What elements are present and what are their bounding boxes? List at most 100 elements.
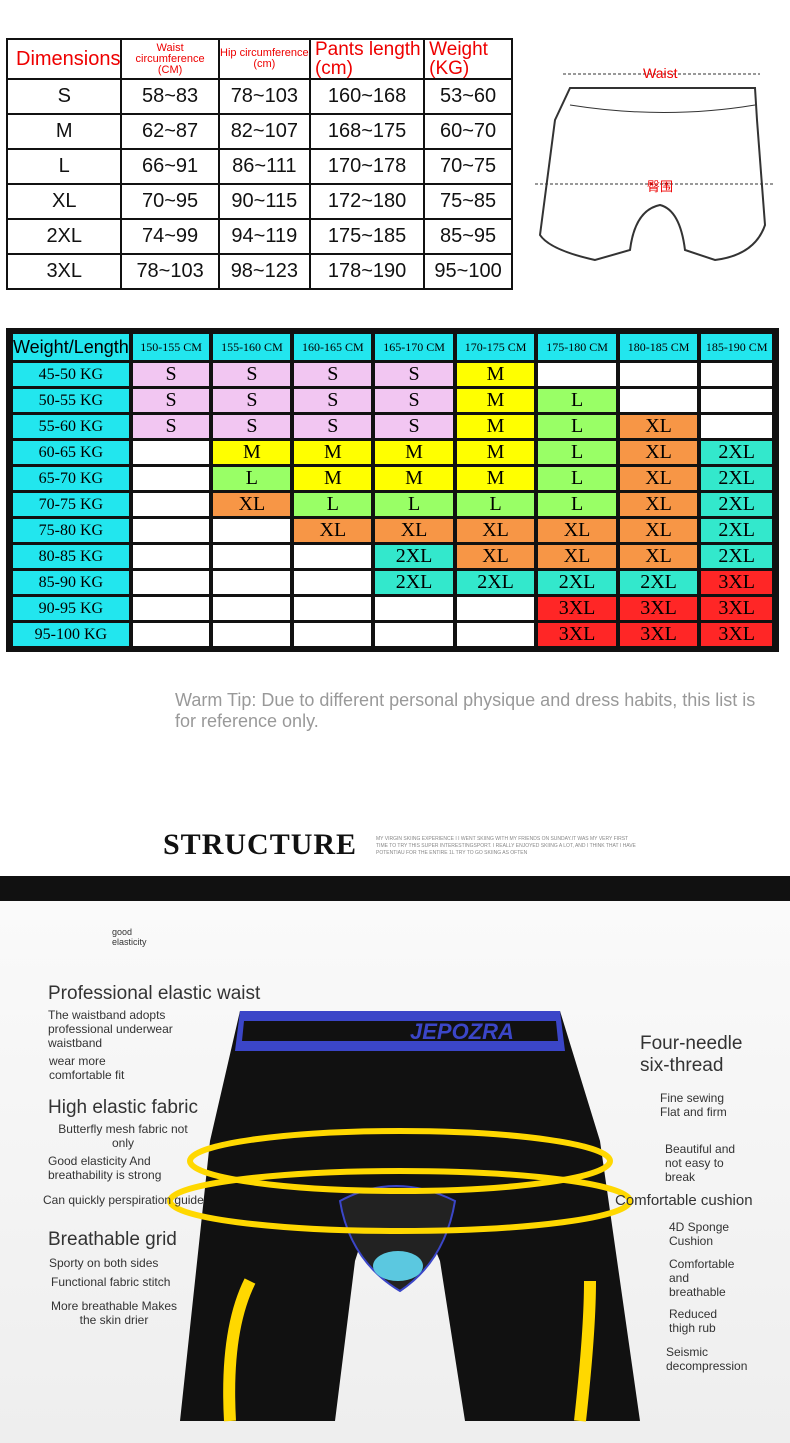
size-cell: 3XL [701, 571, 772, 594]
table-cell: 78~103 [120, 253, 220, 290]
hip-label: 臀围 [647, 179, 673, 194]
table-row: 65-70 KG L M M M L XL 2XL [13, 467, 772, 490]
size-cell: S [132, 415, 210, 438]
size-cell: 3XL [619, 597, 698, 620]
waist-desc-1: The waistband adopts professional underw… [48, 1008, 173, 1050]
size-cell: M [375, 441, 453, 464]
size-cell: 3XL [701, 597, 772, 620]
grid-desc-1: Sporty on both sides [49, 1256, 159, 1270]
table-cell: 58~83 [120, 78, 220, 115]
cushion-title: Comfortable cushion [615, 1192, 753, 1209]
length-header: 185-190 CM [701, 334, 772, 360]
cushion-desc-3: Reduced thigh rub [669, 1307, 718, 1335]
size-cell: XL [538, 519, 616, 542]
table-row: 50-55 KG S S S S M L [13, 389, 772, 412]
needle-desc-1: Fine sewing Flat and firm [660, 1091, 727, 1119]
table-cell: 82~107 [217, 113, 311, 150]
weight-header: 95-100 KG [13, 623, 129, 646]
size-cell: 2XL [701, 493, 772, 516]
size-cell [132, 623, 210, 646]
size-cell: 2XL [701, 545, 772, 568]
header-cell: Hip circumference (cm) [217, 38, 311, 80]
length-header: 155-160 CM [213, 334, 291, 360]
table-cell: 78~103 [217, 78, 311, 115]
header-row: Weight/Length 150-155 CM 155-160 CM 160-165… [13, 334, 772, 360]
weight-header: 75-80 KG [13, 519, 129, 542]
table-cell: 70~95 [120, 183, 220, 220]
needle-desc-2: Beautiful and not easy to break [665, 1142, 736, 1184]
size-cell [213, 597, 291, 620]
size-cell [294, 623, 372, 646]
size-cell [213, 571, 291, 594]
table-cell: 86~111 [217, 148, 311, 185]
table-cell: 85~95 [423, 218, 513, 255]
size-cell [701, 363, 772, 386]
table-row: XL 70~95 90~115 172~180 75~85 [5, 183, 513, 220]
size-cell: M [294, 467, 372, 490]
size-cell: 3XL [538, 597, 616, 620]
size-cell [132, 441, 210, 464]
size-cell: 2XL [701, 519, 772, 542]
size-cell [132, 545, 210, 568]
weight-header: 45-50 KG [13, 363, 129, 386]
size-cell: L [538, 441, 616, 464]
table-row: M 62~87 82~107 168~175 60~70 [5, 113, 513, 150]
size-cell [132, 571, 210, 594]
black-band [0, 876, 790, 901]
table-row: 75-80 KG XL XL XL XL XL 2XL [13, 519, 772, 542]
size-cell: XL [213, 493, 291, 516]
size-cell [619, 389, 698, 412]
brand-logo: JEPOZRA [410, 1019, 514, 1044]
weight-header: 50-55 KG [13, 389, 129, 412]
weight-header: 60-65 KG [13, 441, 129, 464]
weight-header: 85-90 KG [13, 571, 129, 594]
size-cell [294, 571, 372, 594]
waist-title: Professional elastic waist [48, 983, 261, 1004]
size-cell: 3XL [701, 623, 772, 646]
table-cell: 175~185 [308, 218, 426, 255]
size-cell: 2XL [619, 571, 698, 594]
size-cell: L [538, 389, 616, 412]
weight-header: 70-75 KG [13, 493, 129, 516]
size-cell: S [375, 389, 453, 412]
fabric-desc-1: Butterfly mesh fabric not only [58, 1122, 188, 1150]
length-header: 160-165 CM [294, 334, 372, 360]
header-cell: Waist circumference (CM) [120, 38, 220, 80]
length-header: 150-155 CM [132, 334, 210, 360]
table-cell: 98~123 [217, 253, 311, 290]
table-cell: 75~85 [423, 183, 513, 220]
table-cell: 74~99 [120, 218, 220, 255]
size-cell: S [375, 363, 453, 386]
structure-desc: MY VIRGIN SKIING EXPERIENCE I I WENT SKI… [376, 836, 636, 856]
table-row: 3XL 78~103 98~123 178~190 95~100 [5, 253, 513, 290]
table-row: S 58~83 78~103 160~168 53~60 [5, 78, 513, 115]
size-cell: M [456, 467, 535, 490]
size-cell: L [294, 493, 372, 516]
shorts-diagram: Waist 臀围 [535, 65, 775, 262]
waist-desc-2: wear more comfortable fit [49, 1054, 125, 1082]
fabric-desc-3: Can quickly perspiration guide [43, 1193, 204, 1207]
size-cell: L [538, 467, 616, 490]
size-cell [213, 519, 291, 542]
size-cell [132, 493, 210, 516]
size-cell: 3XL [619, 623, 698, 646]
size-cell [213, 545, 291, 568]
size-cell: XL [294, 519, 372, 542]
weight-header: 65-70 KG [13, 467, 129, 490]
weight-header: 55-60 KG [13, 415, 129, 438]
table-cell: 160~168 [308, 78, 426, 115]
size-cell [375, 623, 453, 646]
size-cell [456, 597, 535, 620]
size-cell [701, 415, 772, 438]
size-cell: L [213, 467, 291, 490]
size-cell: XL [619, 441, 698, 464]
size-cell: XL [619, 493, 698, 516]
size-cell [538, 363, 616, 386]
size-cell: M [213, 441, 291, 464]
size-cell [456, 623, 535, 646]
size-cell: M [456, 389, 535, 412]
length-header: 175-180 CM [538, 334, 616, 360]
product-photo: JEPOZRA good elasticity Professional ela… [0, 901, 790, 1443]
cushion-desc-4: Seismic decompression [666, 1345, 748, 1373]
table-cell: 60~70 [423, 113, 513, 150]
